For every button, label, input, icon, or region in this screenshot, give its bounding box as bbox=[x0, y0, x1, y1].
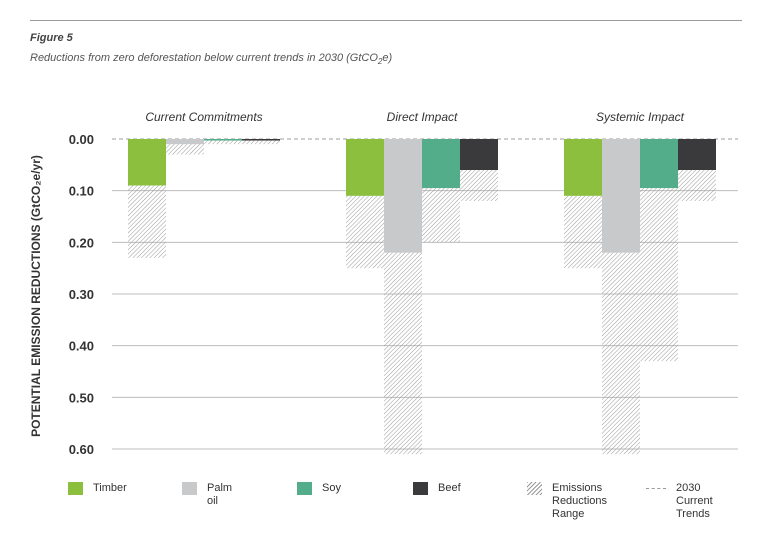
legend-item-range: Emissions Reductions Range bbox=[527, 482, 607, 521]
bar-timber bbox=[128, 139, 166, 186]
figure-label: Figure 5 bbox=[30, 32, 73, 44]
bar-palm-oil bbox=[166, 139, 204, 145]
y-axis-label: POTENTIAL EMISSION REDUCTIONS (GtCO₂e/yr… bbox=[29, 155, 43, 437]
range-palm-oil bbox=[384, 252, 422, 455]
range-timber bbox=[564, 195, 602, 269]
y-tick-label: 0.60 bbox=[69, 442, 94, 457]
legend-swatch-palm-oil bbox=[182, 482, 197, 495]
figure-title: Reductions from zero deforestation below… bbox=[30, 52, 392, 66]
y-tick-label: 0.30 bbox=[69, 287, 94, 302]
range-soy bbox=[640, 188, 678, 362]
top-rule bbox=[30, 20, 742, 21]
y-tick-label: 0.00 bbox=[69, 132, 94, 147]
range-palm-oil bbox=[602, 252, 640, 455]
bar-palm-oil bbox=[384, 139, 422, 253]
bar-beef bbox=[460, 139, 498, 170]
legend-swatch-soy bbox=[297, 482, 312, 495]
range-timber bbox=[346, 195, 384, 269]
bar-soy bbox=[422, 139, 460, 189]
bar-palm-oil bbox=[602, 139, 640, 253]
legend-item-beef: Beef bbox=[413, 482, 461, 495]
figure-title-subscript: 2 bbox=[377, 57, 383, 67]
range-soy bbox=[204, 140, 242, 145]
bar-soy bbox=[204, 139, 242, 141]
legend-swatch-beef bbox=[413, 482, 428, 495]
y-tick-label: 0.50 bbox=[69, 390, 94, 405]
y-tick-label: 0.10 bbox=[69, 184, 94, 199]
legend-item-trends: 2030 Current Trends bbox=[646, 482, 713, 521]
legend-label-beef: Beef bbox=[438, 482, 461, 494]
bar-beef bbox=[678, 139, 716, 170]
bar-timber bbox=[564, 139, 602, 196]
range-palm-oil bbox=[166, 144, 204, 155]
legend-item-timber: Timber bbox=[68, 482, 127, 495]
y-tick-label: 0.40 bbox=[69, 339, 94, 354]
legend-label-palm-oil: Palm oil bbox=[207, 482, 233, 507]
legend-swatch-timber bbox=[68, 482, 83, 495]
range-beef bbox=[460, 170, 498, 201]
bar-soy bbox=[640, 139, 678, 189]
legend-label-trends: 2030 Current Trends bbox=[676, 482, 713, 520]
range-beef bbox=[678, 170, 716, 201]
range-timber bbox=[128, 185, 166, 258]
range-soy bbox=[422, 188, 460, 243]
legend-item-palm-oil: Palm oil bbox=[182, 482, 232, 508]
bar-timber bbox=[346, 139, 384, 196]
figure-title-main: Reductions from zero deforestation below… bbox=[30, 52, 378, 64]
legend-swatch-trends bbox=[646, 488, 666, 490]
y-tick-label: 0.20 bbox=[69, 235, 94, 250]
legend-label-range: Emissions Reductions Range bbox=[552, 482, 608, 520]
range-beef bbox=[242, 140, 280, 145]
legend-item-soy: Soy bbox=[297, 482, 341, 495]
group-label: Systemic Impact bbox=[596, 110, 685, 124]
group-label: Current Commitments bbox=[145, 110, 262, 124]
figure-title-end: e) bbox=[382, 52, 393, 64]
legend-label-soy: Soy bbox=[322, 482, 341, 494]
legend-swatch-range bbox=[527, 482, 542, 495]
legend-label-timber: Timber bbox=[93, 482, 127, 494]
bar-beef bbox=[242, 139, 280, 141]
group-label: Direct Impact bbox=[387, 110, 458, 124]
